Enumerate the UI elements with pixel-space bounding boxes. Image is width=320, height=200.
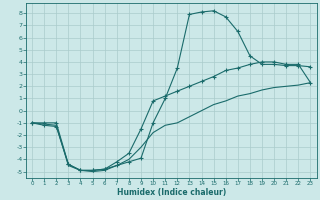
X-axis label: Humidex (Indice chaleur): Humidex (Indice chaleur)	[116, 188, 226, 197]
